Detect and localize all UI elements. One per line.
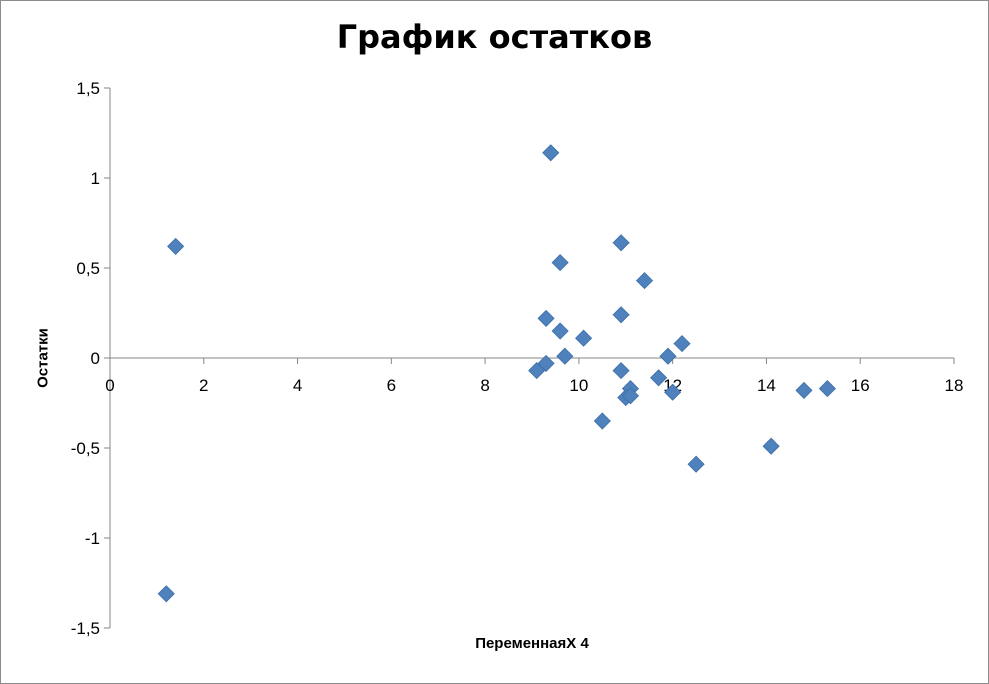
x-axis-label: ПеременнаяX 4 [475, 635, 589, 652]
data-point [593, 412, 611, 430]
axes [104, 87, 955, 629]
data-points [157, 144, 836, 603]
y-tick-label: 1,5 [76, 79, 100, 98]
data-point [650, 369, 668, 387]
data-point [664, 383, 682, 401]
data-point [621, 387, 640, 405]
data-point [575, 329, 593, 347]
y-tick-label: 1 [91, 169, 100, 188]
data-point [762, 437, 780, 455]
x-tick-label: 0 [105, 376, 114, 395]
data-point [551, 322, 569, 340]
data-point [795, 381, 813, 399]
data-point [167, 237, 185, 255]
x-tick-label: 10 [569, 376, 588, 395]
x-tick-label: 2 [199, 376, 208, 395]
data-point [687, 455, 705, 473]
data-point [673, 335, 691, 353]
x-tick-label: 6 [387, 376, 396, 395]
x-tick-label: 4 [293, 376, 302, 395]
data-point [157, 585, 175, 603]
data-point [528, 362, 546, 380]
y-tick-label: 0,5 [76, 259, 100, 278]
y-tick-label: 0 [91, 349, 100, 368]
x-tick-label: 14 [757, 376, 776, 395]
data-point [537, 309, 555, 327]
x-tick-label: 8 [480, 376, 489, 395]
data-point [612, 362, 630, 380]
x-tick-label: 16 [851, 376, 870, 395]
tick-labels: 0246810121416181,510,50-0,5-1-1,5 [71, 79, 964, 638]
data-point [659, 347, 677, 365]
data-point [818, 380, 836, 398]
data-point [612, 306, 630, 324]
y-tick-label: -1 [85, 529, 100, 548]
y-tick-label: -0,5 [71, 439, 100, 458]
data-point [556, 347, 574, 365]
data-point [537, 354, 555, 372]
x-tick-label: 18 [945, 376, 964, 395]
data-point [551, 254, 569, 272]
data-point [612, 234, 630, 252]
y-tick-label: -1,5 [71, 619, 100, 638]
data-point [542, 144, 560, 162]
data-point [635, 272, 654, 290]
chart-title: График остатков [336, 18, 653, 56]
